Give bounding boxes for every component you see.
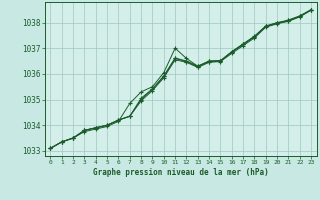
X-axis label: Graphe pression niveau de la mer (hPa): Graphe pression niveau de la mer (hPa) [93,168,269,177]
